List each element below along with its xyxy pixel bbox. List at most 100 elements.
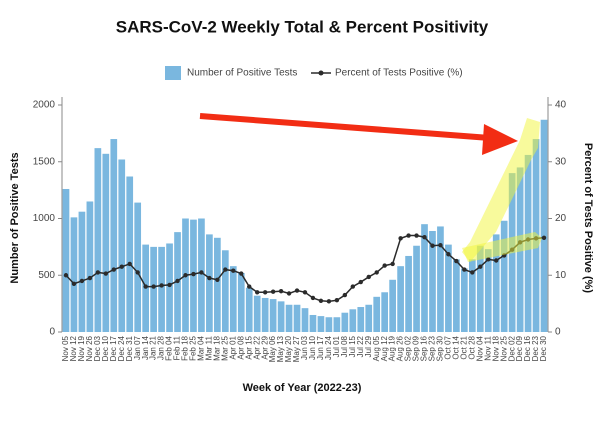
x-tick-label: Feb 18 (181, 335, 190, 360)
bar (357, 307, 365, 332)
y2-axis-title: Percent of Tests Positive (%) (582, 143, 594, 294)
bar (341, 312, 349, 332)
bar (269, 299, 277, 332)
line-point (71, 281, 77, 286)
bar (325, 317, 333, 332)
line-point (167, 282, 172, 288)
line-point (199, 270, 204, 275)
x-tick-label: Nov 12 (69, 335, 78, 361)
line-point (358, 279, 363, 285)
line-point (254, 290, 260, 295)
y2-tick-label: 20 (555, 213, 567, 224)
line-point (231, 268, 236, 273)
bar (437, 226, 444, 332)
line-point (270, 289, 276, 294)
x-tick-label: Apr 15 (244, 335, 253, 359)
x-tick-label: Dec 02 (507, 335, 516, 361)
line-point (374, 270, 379, 275)
line-point (302, 290, 308, 295)
y-tick-label: 500 (38, 270, 55, 281)
x-tick-label: Nov 11 (483, 335, 492, 360)
bar (237, 272, 245, 332)
x-tick-label: Sep 02 (404, 335, 413, 361)
line-point (63, 273, 69, 278)
highlight (462, 118, 540, 262)
x-tick-label: Dec 31 (125, 335, 134, 361)
bar (214, 237, 221, 332)
y-tick-label: 1500 (33, 156, 56, 167)
x-tick-label: Sep 16 (420, 335, 429, 361)
x-tick-label: Nov 18 (491, 335, 500, 361)
x-tick-label: Dec 16 (523, 335, 532, 361)
bar (70, 217, 78, 332)
bar (333, 317, 341, 332)
x-tick-label: Jan 21 (149, 335, 158, 360)
bar (62, 188, 70, 332)
bar (150, 246, 157, 332)
arrow-shaft (199, 113, 491, 141)
line-point (478, 264, 483, 269)
bar (413, 245, 420, 332)
bar (484, 249, 492, 332)
line-point (207, 275, 212, 281)
line-point (406, 233, 411, 238)
bar (86, 201, 94, 332)
x-tick-label: Oct 14 (451, 335, 460, 359)
x-tick-label: Oct 28 (467, 335, 476, 359)
bar (381, 292, 389, 332)
line-point (390, 261, 395, 267)
line-point (294, 288, 300, 293)
line-point (366, 274, 371, 280)
bar (166, 243, 173, 332)
x-tick-label: Sep 23 (428, 335, 437, 361)
chart-title: SARS-CoV-2 Weekly Total & Percent Positi… (116, 17, 489, 36)
line-point (278, 288, 284, 294)
x-tick-label: Mar 25 (220, 335, 229, 360)
bar (118, 159, 126, 332)
x-tick-label: Feb 25 (189, 335, 198, 360)
bar (285, 304, 293, 332)
y2-tick-label: 40 (555, 100, 567, 111)
x-tick-label: Apr 08 (236, 335, 245, 359)
bar (126, 176, 134, 332)
y2-tick-label: 0 (555, 327, 561, 338)
bar (405, 255, 412, 332)
highlight (462, 232, 542, 262)
legend-swatch (165, 66, 181, 80)
x-tick-label: May 27 (292, 335, 301, 362)
x-tick-label: Oct 07 (444, 335, 453, 359)
bar (221, 250, 229, 332)
x-tick-label: May 06 (268, 335, 277, 362)
x-tick-label: Jun 03 (300, 335, 309, 360)
x-tick-label: Dec 30 (539, 335, 548, 361)
bar (206, 234, 213, 332)
legend-swatch (318, 70, 324, 76)
line-point (318, 298, 324, 303)
bar (309, 314, 317, 332)
x-tick-label: Jan 28 (157, 335, 166, 360)
bar (198, 218, 205, 332)
line-point (151, 284, 156, 289)
line-point (486, 257, 491, 262)
x-tick-label: Aug 19 (388, 335, 397, 361)
bar (245, 287, 253, 332)
line-point (422, 235, 427, 240)
x-tick-label: Feb 11 (173, 335, 182, 360)
bar (445, 244, 452, 332)
line-point (87, 275, 93, 281)
line-point (127, 261, 132, 267)
x-tick-label: Jun 10 (308, 335, 317, 360)
bar (110, 139, 118, 332)
x-tick-label: Aug 26 (396, 335, 405, 361)
y-tick-label: 1000 (33, 213, 56, 224)
y-tick-label: 0 (49, 327, 55, 338)
y-tick-label: 2000 (33, 100, 56, 111)
bar (253, 295, 261, 332)
x-tick-label: Apr 29 (260, 335, 269, 359)
x-axis-title: Week of Year (2022-23) (243, 382, 362, 394)
x-tick-label: Oct 21 (459, 335, 468, 359)
bar (261, 297, 269, 332)
x-tick-label: Mar 11 (205, 335, 214, 360)
line-point (414, 233, 419, 238)
